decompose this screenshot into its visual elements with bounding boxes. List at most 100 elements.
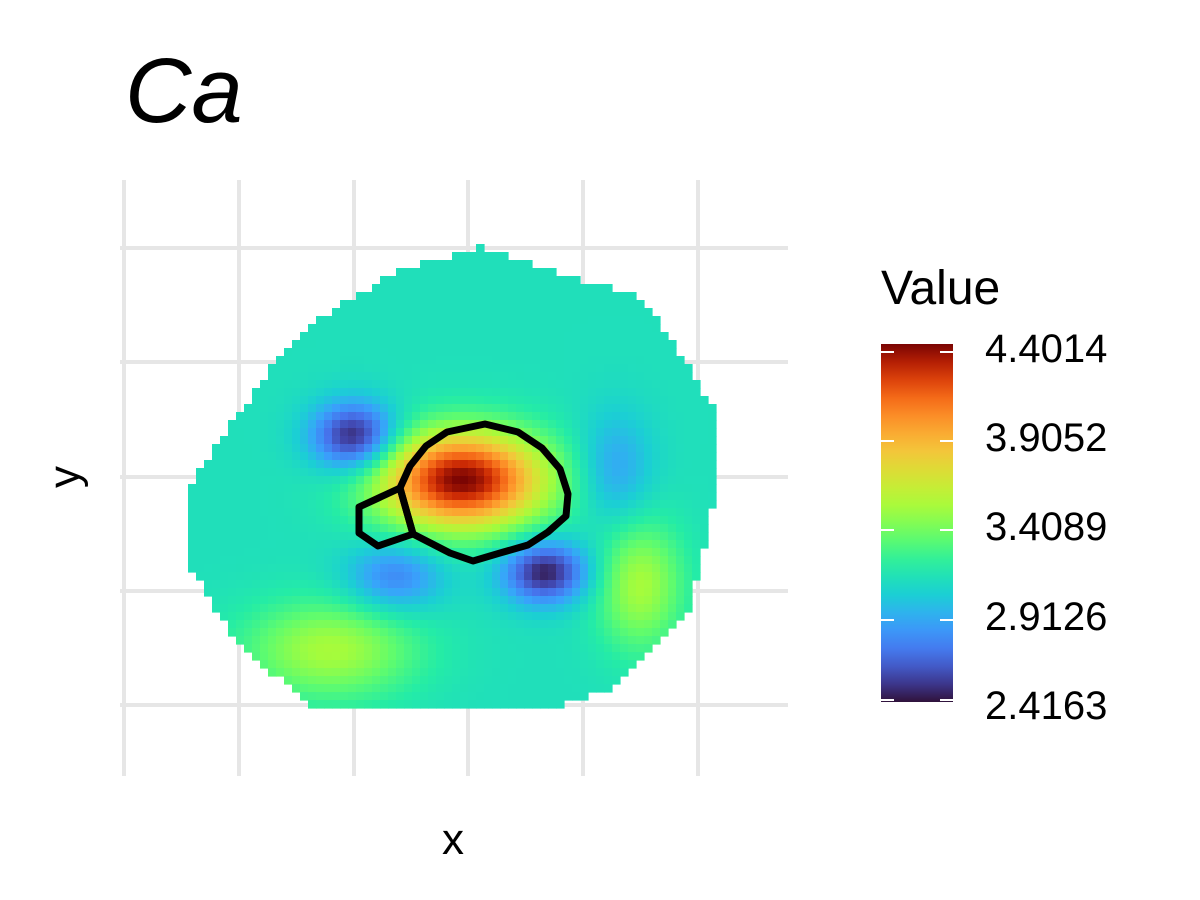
heatmap-cell [572,692,581,701]
heatmap-cell [484,652,493,661]
heatmap-cell [492,468,501,477]
heatmap-cell [220,612,229,621]
heatmap-cell [492,436,501,445]
heatmap-cell [556,676,565,685]
heatmap-cell [516,500,525,509]
heatmap-cell [700,420,709,429]
heatmap-cell [492,260,501,269]
heatmap-cell [684,364,693,373]
heatmap-cell [292,524,301,533]
heatmap-cell [420,436,429,445]
heatmap-cell [236,604,245,613]
heatmap-cell [316,684,325,693]
heatmap-cell [324,676,333,685]
heatmap-cell [412,580,421,589]
heatmap-cell [388,636,397,645]
heatmap-cell [316,460,325,469]
heatmap-cell [428,356,437,365]
heatmap-cell [444,612,453,621]
heatmap-cell [372,636,381,645]
heatmap-cell [612,364,621,373]
heatmap-cell [332,356,341,365]
heatmap-cell [340,580,349,589]
heatmap-cell [692,380,701,389]
heatmap-cell [404,324,413,333]
heatmap-cell [436,412,445,421]
heatmap-cell [404,300,413,309]
heatmap-cell [252,644,261,653]
heatmap-cell [572,540,581,549]
legend: Value 4.4014 3.9052 3.4089 2.9126 2.4163 [881,262,1107,728]
heatmap-cell [220,436,229,445]
heatmap-cell [460,356,469,365]
heatmap-cell [676,356,685,365]
heatmap-cell [508,628,517,637]
heatmap-cell [308,388,317,397]
heatmap-cell [316,388,325,397]
heatmap-cell [236,508,245,517]
heatmap-cell [356,316,365,325]
heatmap-cell [452,340,461,349]
heatmap-cell [628,612,637,621]
heatmap-cell [236,588,245,597]
heatmap-cell [380,428,389,437]
heatmap-cell [396,692,405,701]
heatmap-cell [300,612,309,621]
heatmap-cell [340,636,349,645]
heatmap-cell [516,380,525,389]
heatmap-cell [332,324,341,333]
heatmap-cell [212,540,221,549]
heatmap-cell [444,460,453,469]
heatmap-cell [396,396,405,405]
heatmap-cell [596,484,605,493]
heatmap-cell [244,524,253,533]
heatmap-cell [660,532,669,541]
heatmap-cell [420,428,429,437]
heatmap-cell [244,556,253,565]
heatmap-cell [340,476,349,485]
heatmap-cell [428,660,437,669]
heatmap-cell [468,644,477,653]
heatmap-cell [572,628,581,637]
heatmap-cell [348,548,357,557]
heatmap-cell [188,548,197,557]
heatmap-cell [404,620,413,629]
heatmap-cell [636,612,645,621]
heatmap-cell [372,580,381,589]
heatmap-cell [380,676,389,685]
heatmap-cell [460,364,469,373]
heatmap-cell [324,396,333,405]
heatmap-cell [220,596,229,605]
heatmap-cell [260,596,269,605]
heatmap-cell [380,332,389,341]
heatmap-cell [212,532,221,541]
heatmap-cell [540,308,549,317]
heatmap-cell [484,636,493,645]
heatmap-cell [564,284,573,293]
heatmap-cell [468,300,477,309]
heatmap-cell [212,572,221,581]
heatmap-cell [524,636,533,645]
heatmap-cell [364,540,373,549]
heatmap-cell [396,468,405,477]
heatmap-cell [412,268,421,277]
heatmap-cell [604,628,613,637]
heatmap-cell [460,692,469,701]
heatmap-cell [324,444,333,453]
heatmap-cell [596,476,605,485]
heatmap-cell [492,396,501,405]
heatmap-cell [460,276,469,285]
heatmap-cell [500,556,509,565]
heatmap-cell [684,604,693,613]
heatmap-cell [452,500,461,509]
heatmap-cell [420,612,429,621]
heatmap-cell [332,340,341,349]
heatmap-cell [356,540,365,549]
heatmap-cell [420,572,429,581]
heatmap-cell [564,588,573,597]
heatmap-cell [268,372,277,381]
heatmap-cell [596,372,605,381]
heatmap-cell [340,628,349,637]
heatmap-cell [636,364,645,373]
heatmap-cell [588,300,597,309]
